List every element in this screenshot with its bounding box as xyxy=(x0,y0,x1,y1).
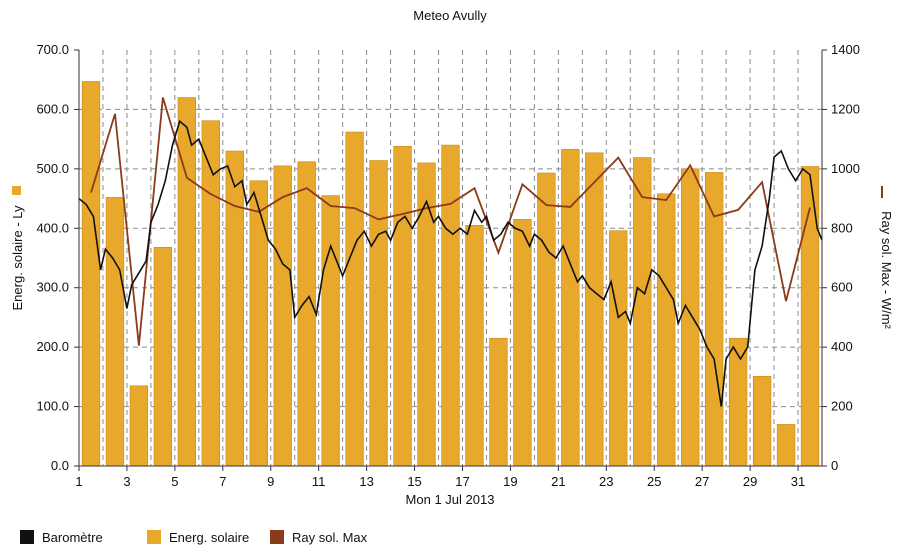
tick-label-x: 31 xyxy=(791,474,805,489)
tick-label-x: 15 xyxy=(407,474,421,489)
bar-solar-energy xyxy=(225,150,244,467)
line-barometer xyxy=(78,119,823,407)
bar-solar-energy xyxy=(273,165,292,467)
legend-swatch-solar-energy xyxy=(147,530,161,544)
bar-solar-energy xyxy=(81,81,101,467)
bar-solar-energy xyxy=(177,97,197,467)
tick-label-x: 27 xyxy=(695,474,709,489)
tick-label-right: 200 xyxy=(831,399,853,414)
tick-label-right: 600 xyxy=(831,280,853,295)
tick-label-x: 19 xyxy=(503,474,517,489)
bar-solar-energy xyxy=(609,230,628,467)
tick-label-x: 29 xyxy=(743,474,757,489)
line-series xyxy=(78,97,823,407)
legend-label-solar-energy: Energ. solaire xyxy=(169,529,250,545)
y-axis-left-title: Energ. solaire - Ly xyxy=(10,205,25,311)
bar-solar-energy xyxy=(393,145,412,467)
tick-label-left: 500.0 xyxy=(36,161,69,176)
bar-solar-energy xyxy=(657,193,676,467)
bar-solar-energy xyxy=(513,219,532,467)
legend: Baromètre Energ. solaire Ray sol. Max xyxy=(0,522,900,552)
legend-swatch-ray-sol-max xyxy=(270,530,284,544)
tick-label-x: 9 xyxy=(267,474,274,489)
tick-label-right: 1400 xyxy=(831,42,860,57)
tick-label-left: 200.0 xyxy=(36,339,69,354)
tick-label-x: 17 xyxy=(455,474,469,489)
bar-solar-energy xyxy=(321,195,340,467)
tick-label-right: 800 xyxy=(831,220,853,235)
legend-label-ray-sol-max: Ray sol. Max xyxy=(292,529,368,545)
tick-label-right: 400 xyxy=(831,339,853,354)
tick-label-x: 1 xyxy=(75,474,82,489)
bar-solar-energy xyxy=(129,385,149,467)
legend-item-solar-energy: Energ. solaire xyxy=(147,528,249,546)
tick-label-x: 5 xyxy=(171,474,178,489)
tick-label-x: 11 xyxy=(312,474,326,489)
bar-solar-energy xyxy=(465,225,484,467)
bar-solar-energy xyxy=(537,172,556,467)
bar-solar-energy xyxy=(153,247,173,467)
solar-energy-bars xyxy=(81,81,820,467)
y-axis-right-title: Ray sol. Max - W/m² xyxy=(879,211,894,329)
line-ray-sol-max xyxy=(90,97,811,346)
bar-solar-energy xyxy=(681,168,700,467)
bar-solar-energy xyxy=(345,131,364,467)
x-axis-title: Mon 1 Jul 2013 xyxy=(406,492,495,507)
bar-solar-energy xyxy=(752,375,772,467)
bar-solar-energy xyxy=(369,160,388,467)
bar-solar-energy xyxy=(728,337,748,467)
bar-solar-energy xyxy=(249,180,268,467)
bar-solar-energy xyxy=(776,424,796,467)
bar-solar-energy xyxy=(585,152,604,467)
bar-solar-energy xyxy=(441,144,460,467)
legend-label-barometer: Baromètre xyxy=(42,529,103,545)
tick-label-x: 25 xyxy=(647,474,661,489)
tick-label-x: 3 xyxy=(123,474,130,489)
bar-solar-energy xyxy=(633,157,652,467)
bar-solar-energy xyxy=(105,197,125,467)
legend-item-ray-sol-max: Ray sol. Max xyxy=(270,528,367,546)
tick-label-right: 1200 xyxy=(831,101,860,116)
tick-label-left: 400.0 xyxy=(36,220,69,235)
tick-label-right: 0 xyxy=(831,458,838,473)
tick-label-left: 300.0 xyxy=(36,280,69,295)
tick-label-right: 1000 xyxy=(831,161,860,176)
tick-label-x: 7 xyxy=(219,474,226,489)
tick-label-left: 0.0 xyxy=(51,458,69,473)
tick-labels: 0.0 100.0 200.0 300.0 400.0 500.0 600.0 700.0 0 2… xyxy=(36,42,859,489)
tick-label-left: 600.0 xyxy=(36,101,69,116)
chart-title: Meteo Avully xyxy=(413,8,487,23)
tick-label-x: 23 xyxy=(599,474,613,489)
axes xyxy=(74,49,827,471)
y-axis-left-legend-swatch xyxy=(12,186,21,195)
tick-label-x: 21 xyxy=(551,474,565,489)
bar-solar-energy xyxy=(561,148,580,467)
bar-solar-energy xyxy=(800,166,820,467)
tick-label-x: 13 xyxy=(359,474,373,489)
tick-label-left: 100.0 xyxy=(36,399,69,414)
tick-label-left: 700.0 xyxy=(36,42,69,57)
bar-solar-energy xyxy=(297,161,316,467)
legend-swatch-barometer xyxy=(20,530,34,544)
legend-item-barometer: Baromètre xyxy=(20,528,103,546)
bar-solar-energy xyxy=(489,337,508,467)
